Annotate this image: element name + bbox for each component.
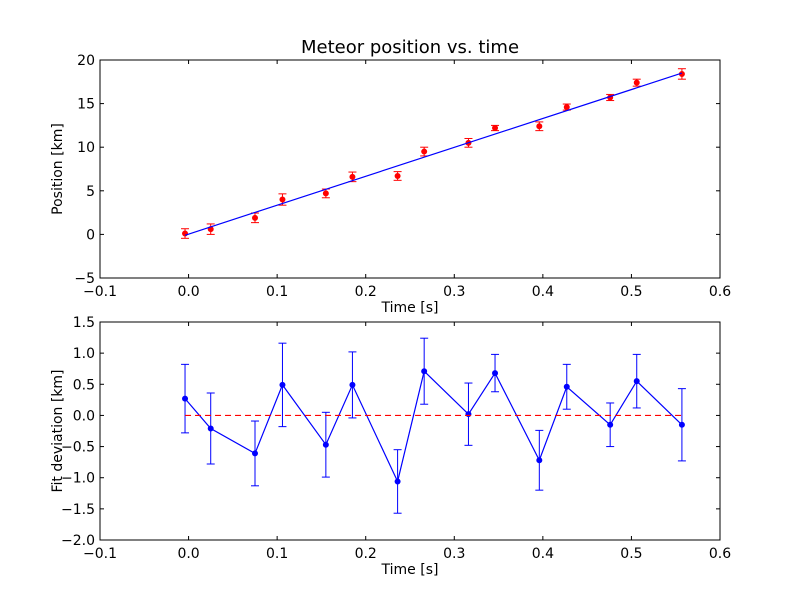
- bottom-y-tick-label: −1.0: [61, 471, 95, 487]
- bottom-x-axis-label: Time [s]: [381, 562, 439, 578]
- bottom-x-tick-label: 0.3: [443, 546, 465, 562]
- top-axes-frame: [99, 59, 721, 279]
- bottom-x-tick-label: 0.1: [266, 546, 288, 562]
- bottom-x-tick-label: 0.6: [709, 546, 731, 562]
- top-chart-title: Meteor position vs. time: [301, 37, 519, 58]
- top-x-tick-label: −0.1: [83, 284, 117, 300]
- position-panel: −0.1 0.0 0.1 0.2 0.3 0.4 0.5 0.6 −5 0 5 10 15 20 Time …: [50, 53, 731, 316]
- top-series-0-point: [563, 104, 570, 111]
- bottom-series-0-point: [279, 381, 286, 388]
- bottom-y-tick-label: −2.0: [61, 533, 95, 549]
- top-x-axis-label: Time [s]: [381, 300, 439, 316]
- top-x-tick-label: 0.5: [620, 284, 642, 300]
- bottom-series-0-point: [536, 457, 543, 464]
- bottom-y-tick-label: 1.5: [73, 315, 95, 331]
- bottom-series-0-point: [207, 425, 214, 432]
- bottom-x-tick-label: 0.5: [620, 546, 642, 562]
- top-y-tick-label: 5: [86, 184, 95, 200]
- top-series-0-point: [421, 148, 428, 155]
- top-series-0-point: [536, 123, 543, 130]
- top-x-tick-label: 0.0: [177, 284, 199, 300]
- bottom-y-tick-label: −0.5: [61, 440, 95, 456]
- bottom-series-0-point: [394, 478, 401, 485]
- bottom-x-tick-label: −0.1: [83, 546, 117, 562]
- bottom-x-tick-label: 0.2: [355, 546, 377, 562]
- top-series-0-point: [279, 196, 286, 203]
- top-series-0-point: [349, 173, 356, 180]
- top-y-tick-label: 15: [77, 97, 95, 113]
- top-series-1-line: [184, 72, 683, 236]
- bottom-series-0-point: [421, 368, 428, 375]
- top-series-0-point: [633, 79, 640, 86]
- bottom-y-tick-label: 0.0: [73, 408, 95, 424]
- bottom-y-tick-label: 0.5: [73, 377, 95, 393]
- top-x-tick-label: 0.1: [266, 284, 288, 300]
- top-x-tick-label: 0.4: [532, 284, 554, 300]
- top-x-tick-label: 0.3: [443, 284, 465, 300]
- top-y-tick-label: 0: [86, 227, 95, 243]
- bottom-series-0-point: [182, 395, 189, 402]
- bottom-y-tick-label: −1.5: [61, 502, 95, 518]
- bottom-series-0-point: [607, 421, 614, 428]
- bottom-axes-frame: [99, 321, 721, 541]
- top-y-tick-label: 10: [77, 140, 95, 156]
- top-series-0-point: [394, 172, 401, 179]
- top-series-0-point: [252, 214, 258, 221]
- bottom-series-0-point: [633, 378, 640, 385]
- bottom-y-axis-label: Fit deviation [km]: [50, 369, 66, 492]
- bottom-series-0-point: [678, 421, 685, 428]
- top-y-axis-label: Position [km]: [50, 123, 66, 215]
- top-series-0-point: [492, 125, 499, 132]
- top-series-0-point: [322, 190, 329, 197]
- bottom-series-0-point: [563, 383, 570, 390]
- bottom-x-tick-label: 0.0: [177, 546, 199, 562]
- bottom-y-tick-label: 1.0: [73, 346, 95, 362]
- bottom-series-0-point: [492, 370, 499, 377]
- top-y-tick-label: −5: [74, 271, 95, 287]
- bottom-series-0-point: [349, 381, 356, 388]
- bottom-series-0-point: [322, 441, 329, 448]
- top-x-tick-label: 0.6: [709, 284, 731, 300]
- top-x-tick-label: 0.2: [355, 284, 377, 300]
- deviation-panel: −0.1 0.0 0.1 0.2 0.3 0.4 0.5 0.6 −2.0 −1.5 −1.0 −0.…: [50, 315, 731, 578]
- bottom-x-tick-label: 0.4: [532, 546, 554, 562]
- top-y-tick-label: 20: [77, 53, 95, 69]
- bottom-series-0-point: [252, 450, 258, 457]
